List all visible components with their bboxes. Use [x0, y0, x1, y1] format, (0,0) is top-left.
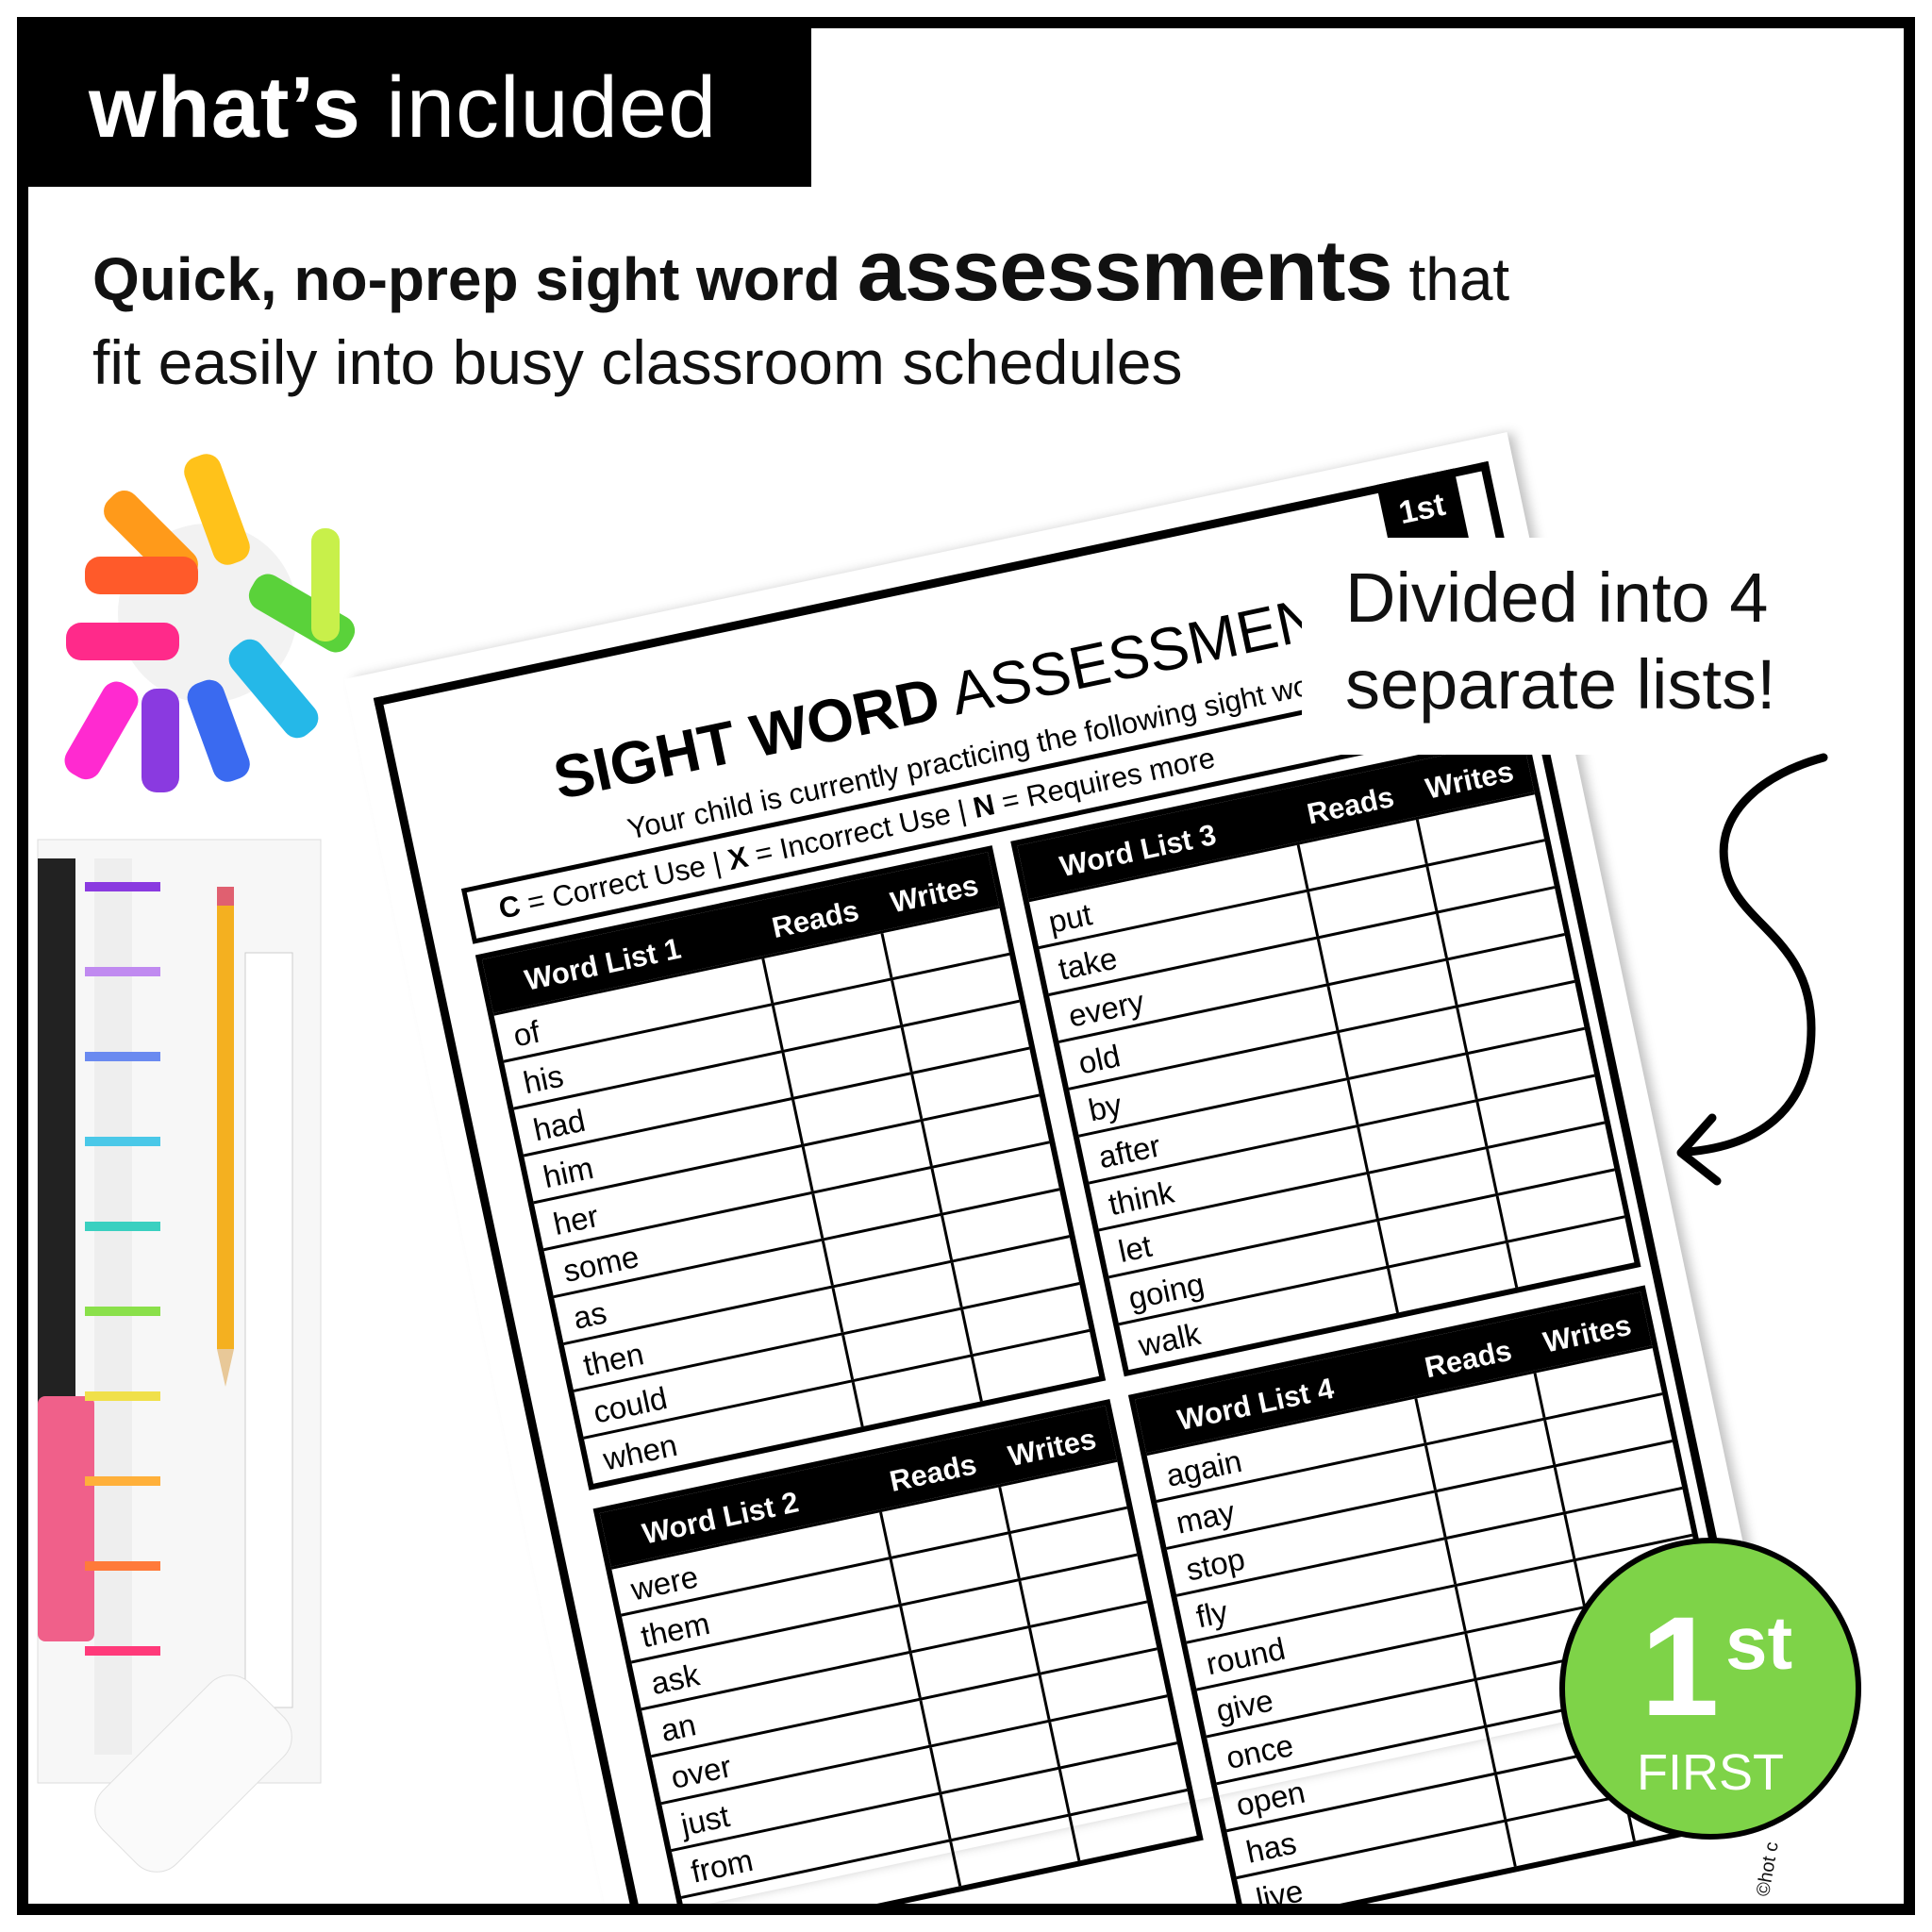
slide-frame: what’s included Quick, no-prep sight wor… — [17, 17, 1915, 1915]
word-list-table: Word List 2 Reads Writes were them ask an over j… — [592, 1398, 1204, 1904]
headline-part1: Quick, no-prep sight word — [92, 245, 858, 313]
school-supplies-photo — [37, 454, 356, 1873]
word-list-table: Word List 3 Reads Writes put take every old by a… — [1010, 731, 1641, 1377]
whats-included-banner: what’s included — [28, 28, 811, 187]
badge-label: FIRST — [1637, 1744, 1784, 1801]
callout-text: Divided into 4 separate lists! — [1302, 538, 1904, 755]
grade-badge: 1 st FIRST — [1559, 1538, 1861, 1840]
headline-part2: that — [1391, 245, 1510, 313]
headline-line2: fit easily into busy classroom schedules — [92, 327, 1183, 397]
pencil-icon — [217, 887, 234, 1387]
headline-emphasis: assessments — [857, 223, 1393, 319]
callout-line1: Divided into 4 — [1345, 558, 1769, 637]
word-list-table: Word List 1 Reads Writes of his had him her some… — [475, 845, 1107, 1491]
banner-light: included — [360, 59, 718, 156]
eraser-pen — [94, 1674, 292, 1873]
marker-cup — [64, 454, 356, 792]
headline: Quick, no-prep sight word assessments th… — [92, 222, 1509, 398]
banner-bold: what’s — [89, 59, 361, 156]
callout-line2: separate lists! — [1345, 645, 1776, 724]
copyright: ©hot c — [1753, 1840, 1783, 1898]
badge-number: 1 — [1641, 1587, 1720, 1745]
badge-suffix: st — [1725, 1601, 1793, 1685]
notebook — [37, 839, 322, 1784]
